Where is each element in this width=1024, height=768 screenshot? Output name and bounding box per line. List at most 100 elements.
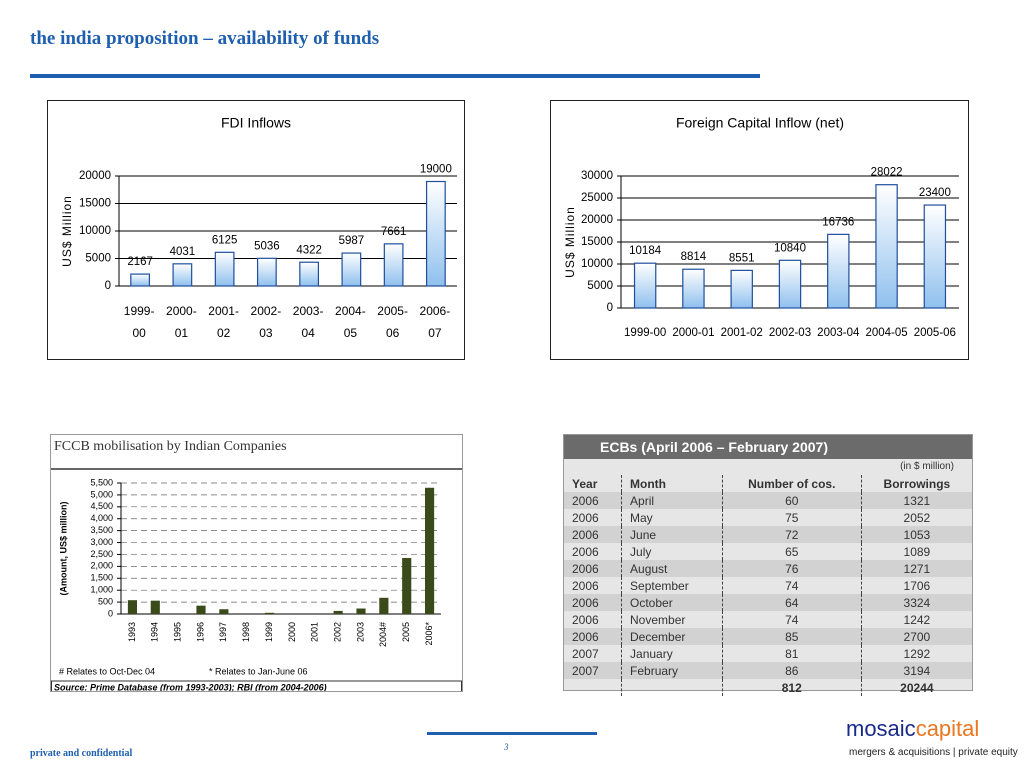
table-cell: 2006 [564, 594, 622, 611]
table-cell: June [621, 526, 723, 543]
table-row: 2006 September 74 1706 [564, 577, 972, 594]
table-cell: July [621, 543, 723, 560]
y-tick-label: 1,500 [90, 573, 113, 583]
table-cell: 2006 [564, 492, 622, 509]
bar [425, 487, 435, 614]
bar [127, 600, 137, 614]
bar [402, 558, 412, 614]
table-title: ECBs (April 2006 – February 2007) [564, 435, 972, 459]
y-tick-label: 15000 [581, 236, 613, 248]
chart-frame: Foreign Capital Inflow (net) US$ Million 0… [550, 100, 969, 360]
chart: FDI Inflows US$ Million 0 5000 10000 15000 200… [60, 115, 457, 340]
bar [341, 252, 362, 287]
x-tick-box: 2006-07 [419, 304, 451, 340]
y-axis-label: US$ Million [563, 206, 577, 278]
x-tick-label: 1995 [173, 622, 183, 642]
table-cell [621, 679, 723, 696]
table-cell: Year [572, 476, 598, 491]
source-note: Source: Prime Database (from 1993-2003);… [54, 682, 327, 691]
y-tick-label: 10000 [581, 258, 613, 270]
y-tick-label: 3,000 [90, 537, 113, 547]
table-cell: 75 [721, 509, 862, 526]
x-tick-label: 2006-07 [419, 304, 451, 340]
data-label: 23400 [919, 187, 951, 199]
data-label: 2167 [127, 256, 153, 268]
table-cell: 2006 [572, 510, 599, 525]
y-tick-label: 4,000 [90, 513, 113, 523]
table-row: 2006 April 60 1321 [564, 492, 972, 509]
y-tick-label: 5000 [85, 253, 111, 265]
table-cell: 2006 [564, 628, 622, 645]
y-tick-label: 20000 [79, 170, 111, 182]
chart-title: Foreign Capital Inflow (net) [676, 115, 844, 131]
bar [923, 204, 947, 309]
y-tick-label: 1,000 [90, 585, 113, 595]
table-cell: 2006 [572, 612, 599, 627]
x-tick-label: 1997 [218, 622, 228, 642]
bar [356, 608, 366, 614]
table-cell: May [621, 509, 723, 526]
data-label: 7661 [381, 226, 407, 238]
table-cell: 2006 [564, 526, 622, 543]
chart: Foreign Capital Inflow (net) US$ Million 0… [563, 115, 959, 339]
table-cell: 2007 [572, 646, 599, 661]
x-tick-box: 2001-02 [208, 304, 239, 340]
x-tick-box: 2002-03 [251, 304, 282, 340]
y-tick-label: 3,500 [90, 525, 113, 535]
table-cell: August [621, 560, 723, 577]
y-tick-label: 500 [98, 596, 113, 606]
table-row: 2006 June 72 1053 [564, 526, 972, 543]
footnote: * Relates to Jan-June 06 [209, 666, 308, 676]
table-cell: 2052 [860, 509, 972, 526]
bar [425, 180, 446, 287]
table-cell: November [621, 611, 723, 628]
table-cell: January [621, 645, 723, 662]
table-cell: Month [621, 475, 723, 492]
data-label: 6125 [212, 234, 238, 246]
bar [875, 184, 898, 309]
bar [730, 269, 753, 309]
data-label: 8814 [681, 251, 707, 263]
table-cell: 1089 [860, 543, 972, 560]
x-tick-label: 2001 [310, 622, 320, 642]
table-cell: 1321 [860, 492, 972, 509]
table-cell: 812 [721, 679, 862, 696]
y-axis-label: US$ Million [60, 195, 74, 267]
x-tick-label: 2002-03 [769, 327, 811, 339]
bar [383, 243, 404, 287]
table-cell: 1271 [860, 560, 972, 577]
x-tick-label: 2000 [287, 622, 297, 642]
y-tick-label: 0 [607, 302, 613, 314]
title-rule [30, 74, 760, 78]
table-cell: 86 [721, 662, 862, 679]
table-cell: October [621, 594, 723, 611]
table-cell: 1053 [860, 526, 972, 543]
tagline: mergers & acquisitions | private equity [849, 747, 1018, 758]
x-tick-label: 2001-02 [721, 327, 763, 339]
x-tick-label: 2002 [333, 622, 343, 642]
table-cell: 2700 [860, 628, 972, 645]
x-tick-box: 2004-05 [335, 304, 366, 340]
y-tick-label: 0 [105, 280, 111, 292]
bar [150, 600, 160, 614]
table-row: 2006 December 85 2700 [564, 628, 972, 645]
table-cell: 74 [721, 611, 862, 628]
x-tick-label: 2005-06 [377, 304, 408, 340]
table-row: Year Month Number of cos. Borrowings [564, 475, 972, 492]
ecb-table-panel: ECBs (April 2006 – February 2007) (in $ … [563, 434, 973, 696]
table-cell: 81 [721, 645, 862, 662]
data-label: 10840 [774, 242, 806, 254]
x-tick-label: 2001-02 [208, 304, 239, 340]
table-cell: 1706 [860, 577, 972, 594]
chart-frame: FDI Inflows US$ Million 0 5000 10000 15000 200… [47, 100, 465, 360]
confidential-note: private and confidential [30, 748, 133, 759]
table-cell: 3194 [860, 662, 972, 679]
x-tick-label: 1996 [195, 622, 205, 642]
table-cell: 2006 [572, 544, 599, 559]
data-label: 4031 [170, 246, 196, 258]
table-cell: September [621, 577, 723, 594]
bar [214, 251, 235, 287]
data-label: 19000 [420, 164, 452, 176]
table-unit: (in $ million) [900, 461, 954, 472]
x-tick-label: 2004-05 [335, 304, 366, 340]
